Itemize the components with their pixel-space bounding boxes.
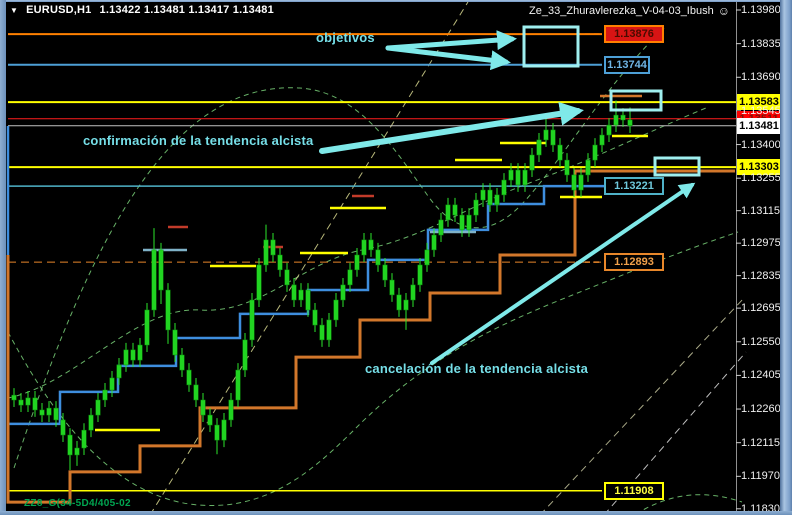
annotation-confirmacion: confirmación de la tendencia alcista [83,133,314,148]
annotation-objetivos: objetivos [316,30,375,45]
ohlc-quotes-label: 1.13422 1.13481 1.13417 1.13481 [99,4,274,16]
annotation-cancelacion: cancelación de la tendencia alcista [365,361,589,376]
indicator-footer-label: ZZ8_G(34-5D4/405-02 [24,498,131,509]
window-border-top [0,0,792,2]
window-border-bottom [0,511,792,515]
indicator-title: Ze_33_Zhuravlerezka_V-04-03_Ibush ☺ [529,4,730,18]
window-border-left [0,0,6,515]
symbol-timeframe-label: EURUSD,H1 [26,4,92,16]
symbol-dropdown-icon[interactable]: ▼ [10,5,19,15]
chart-title: ▼ EURUSD,H1 1.13422 1.13481 1.13417 1.13… [10,4,274,16]
smiley-icon: ☺ [717,4,730,18]
indicator-name-label: Ze_33_Zhuravlerezka_V-04-03_Ibush [529,5,714,17]
window-border-right[interactable] [780,0,792,515]
